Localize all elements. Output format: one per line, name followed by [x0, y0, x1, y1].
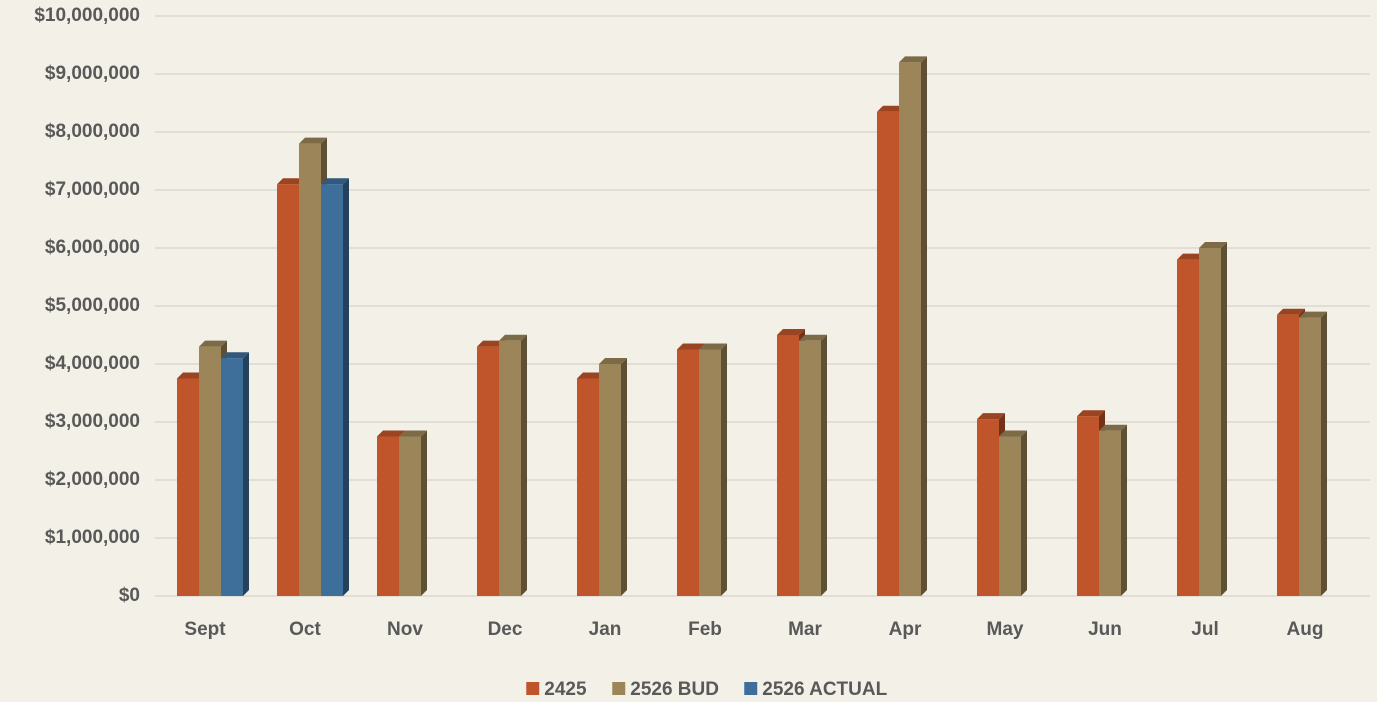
bar [877, 111, 899, 596]
x-tick-label: Feb [688, 619, 722, 640]
bar [1099, 430, 1121, 596]
bar-top [899, 56, 927, 63]
bar [999, 436, 1021, 596]
bar [199, 346, 221, 596]
bar-top [477, 340, 505, 347]
bar [599, 364, 621, 596]
bar-top [221, 352, 249, 359]
bar-top [1277, 308, 1305, 315]
bar-top [377, 430, 405, 437]
bar-top [199, 340, 227, 347]
bar [1199, 248, 1221, 596]
legend-swatch [526, 682, 540, 695]
bar [1077, 416, 1099, 596]
bar-top [177, 372, 205, 379]
legend-swatch [744, 682, 758, 695]
bar [1277, 314, 1299, 596]
bar-top [1099, 424, 1127, 431]
bar [299, 143, 321, 596]
bar-side [521, 334, 527, 596]
legend-swatch [612, 682, 626, 695]
bar-top [777, 329, 805, 335]
bar-top [499, 334, 527, 341]
bar [377, 436, 399, 596]
y-tick-label: $7,000,000 [45, 179, 140, 200]
y-tick-label: $2,000,000 [45, 469, 140, 490]
bar-side [243, 352, 249, 596]
bar-side [1321, 311, 1327, 596]
bar [321, 184, 343, 596]
legend-label: 2526 BUD [630, 679, 719, 700]
bar-top [677, 343, 705, 350]
y-tick-label: $4,000,000 [45, 353, 140, 374]
x-tick-label: Jan [589, 619, 622, 640]
bar-top [977, 413, 1005, 420]
bar [677, 349, 699, 596]
bar-top [1299, 311, 1327, 318]
y-tick-label: $1,000,000 [45, 527, 140, 548]
bar [777, 335, 799, 596]
y-tick-label: $5,000,000 [45, 295, 140, 316]
x-tick-label: Oct [289, 619, 321, 640]
x-tick-label: Jul [1191, 619, 1218, 640]
bar-top [399, 430, 427, 437]
x-tick-label: Dec [488, 619, 523, 640]
bar [177, 378, 199, 596]
y-tick-label: $9,000,000 [45, 63, 140, 84]
bar-side [1121, 424, 1127, 596]
bar [477, 346, 499, 596]
x-tick-label: Sept [184, 619, 226, 640]
bar [699, 349, 721, 596]
bar [499, 340, 521, 596]
x-tick-label: Jun [1088, 619, 1122, 640]
bar-top [277, 178, 305, 185]
bar-side [343, 178, 349, 596]
bar-side [721, 343, 727, 596]
y-tick-label: $0 [119, 585, 140, 606]
bar [1299, 317, 1321, 596]
x-tick-label: Nov [387, 619, 423, 640]
bar-side [821, 334, 827, 596]
x-tick-label: Aug [1287, 619, 1324, 640]
bar-side [1221, 242, 1227, 596]
bar [899, 62, 921, 596]
bar [399, 436, 421, 596]
x-tick-label: Mar [788, 619, 822, 640]
bar-top [877, 105, 905, 112]
legend-label: 2526 ACTUAL [762, 679, 887, 700]
bar-top [1199, 242, 1227, 248]
bar-side [621, 358, 627, 596]
y-tick-label: $3,000,000 [45, 411, 140, 432]
bar [221, 358, 243, 596]
bar [1177, 259, 1199, 596]
bar-top [299, 137, 327, 144]
y-tick-label: $8,000,000 [45, 121, 140, 142]
x-tick-label: Apr [889, 619, 922, 640]
bar-top [321, 178, 349, 185]
bar [577, 378, 599, 596]
bar [799, 340, 821, 596]
legend-label: 2425 [544, 679, 587, 700]
bar-top [699, 343, 727, 350]
bar-side [921, 56, 927, 596]
bar-top [599, 358, 627, 364]
bar-side [421, 430, 427, 596]
bar-top [1177, 253, 1205, 260]
bar-top [799, 334, 827, 341]
bar-top [577, 372, 605, 379]
bar-top [999, 430, 1027, 437]
y-tick-label: $6,000,000 [45, 237, 140, 258]
bar-top [1077, 410, 1105, 417]
bar [977, 419, 999, 596]
x-tick-label: May [987, 619, 1024, 640]
bar [277, 184, 299, 596]
y-tick-label: $10,000,000 [34, 5, 140, 26]
bar-side [1021, 430, 1027, 596]
